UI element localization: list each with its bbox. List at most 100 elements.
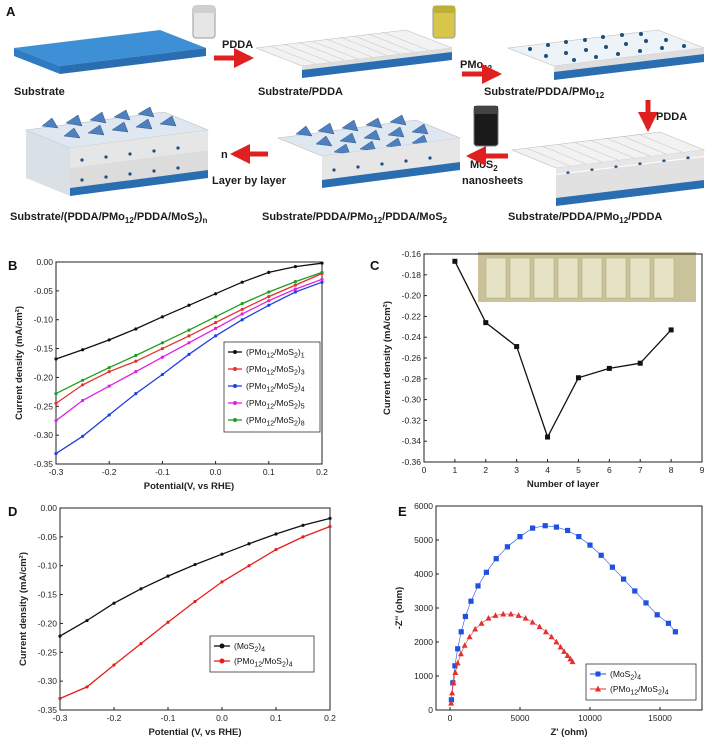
data-point: [320, 261, 324, 265]
data-point: [187, 328, 191, 332]
data-point: [632, 588, 638, 594]
data-point: [598, 552, 604, 558]
step-pmo12-label: PMo12: [460, 59, 493, 73]
label-substrate-5: Substrate/PDDA/PMo12/PDDA/MoS2: [262, 211, 448, 225]
y-tick-label: -0.15: [38, 590, 58, 600]
y-tick-label: -0.28: [402, 374, 422, 384]
x-tick-label: -0.3: [53, 713, 68, 723]
data-point: [81, 398, 85, 403]
x-tick-label: 6: [607, 465, 612, 475]
data-point: [134, 370, 138, 374]
data-point: [54, 391, 58, 396]
legend-item: (MoS2)4: [234, 641, 265, 654]
y-tick-label: -0.15: [34, 344, 54, 354]
y-tick-label: -0.20: [38, 618, 58, 628]
data-point: [654, 612, 660, 618]
data-point: [553, 524, 559, 530]
data-point: [575, 375, 581, 381]
data-point: [665, 620, 671, 626]
data-point: [462, 613, 468, 620]
data-point: [457, 650, 464, 657]
y-tick-label: -0.32: [402, 415, 422, 425]
x-tick-label: 10000: [578, 713, 602, 723]
plot-frame: [59, 507, 331, 711]
data-point: [542, 628, 549, 635]
data-point: [472, 625, 479, 632]
panel-label-d: D: [8, 504, 17, 519]
vial-pdda: [192, 5, 216, 39]
data-point: [569, 658, 576, 665]
vial-mos2: [473, 105, 499, 147]
legend-item: (PMo12/MoS2)1: [246, 347, 305, 360]
data-point: [160, 355, 164, 359]
legend-marker: [233, 367, 237, 371]
data-point: [643, 600, 649, 606]
substrate-pdda-pmo12: [507, 29, 705, 80]
data-point: [301, 523, 305, 527]
data-point: [267, 290, 271, 294]
data-point: [450, 679, 457, 686]
y-tick-label: -0.35: [34, 459, 54, 469]
legend-marker: [233, 401, 237, 405]
data-point: [529, 619, 536, 625]
legend-item: (PMo12/MoS2)3: [246, 364, 305, 377]
y-tick-label: -0.05: [38, 532, 58, 542]
y-tick-label: -0.18: [402, 270, 422, 280]
data-point: [485, 615, 492, 621]
data-point: [274, 547, 278, 552]
label-substrate-6: Substrate/(PDDA/PMo12/PDDA/MoS2)n: [10, 211, 207, 225]
data-point: [54, 357, 58, 361]
x-tick-label: 3: [514, 465, 519, 475]
x-tick-label: 4: [545, 465, 550, 475]
data-point: [187, 341, 191, 345]
x-tick-label: 1: [453, 465, 458, 475]
x-tick-label: -0.3: [49, 467, 64, 477]
data-point: [166, 574, 170, 578]
x-tick-label: 0.0: [216, 713, 228, 723]
y-axis-label: Current density (mA/cm²): [14, 306, 25, 420]
y-tick-label: -0.24: [402, 332, 422, 342]
x-tick-label: 15000: [648, 713, 672, 723]
legend-box: [585, 663, 697, 701]
x-tick-label: 0.2: [324, 713, 336, 723]
legend-marker: [233, 384, 237, 388]
x-tick-label: 0: [448, 713, 453, 723]
data-point: [293, 280, 297, 284]
vial-pmo12: [432, 5, 456, 39]
data-point: [267, 303, 271, 307]
y-tick-label: 0.00: [36, 257, 53, 267]
y-tick-label: -0.16: [402, 249, 422, 259]
y-tick-label: -0.26: [402, 353, 422, 363]
data-point: [193, 599, 197, 604]
data-point: [160, 346, 164, 351]
data-point: [293, 287, 297, 291]
data-point: [134, 391, 138, 396]
data-point: [240, 307, 244, 311]
legend-item: (MoS2)4: [610, 669, 641, 682]
data-point: [548, 633, 555, 640]
panel-label-a: A: [6, 4, 16, 19]
y-tick-label: -0.30: [402, 395, 422, 405]
x-tick-label: 0: [422, 465, 427, 475]
data-point: [107, 338, 111, 342]
legend-item: (PMo12/MoS2)4: [610, 684, 669, 697]
label-substrate-pdda-pmo12: Substrate/PDDA/PMo12: [484, 86, 605, 100]
data-point: [58, 696, 62, 701]
legend-marker: [233, 418, 237, 422]
panel-label-b: B: [8, 258, 17, 273]
x-axis-label: Potential(V, vs RHE): [144, 481, 234, 492]
y-tick-label: -0.10: [38, 561, 58, 571]
data-point: [466, 633, 473, 640]
data-point: [448, 700, 455, 706]
data-point: [672, 629, 678, 635]
data-point: [81, 383, 85, 387]
data-point: [293, 265, 297, 269]
data-point: [461, 642, 468, 648]
data-point: [54, 401, 58, 405]
y-tick-label: -0.20: [34, 372, 54, 382]
data-point: [81, 434, 85, 438]
y-tick-label: -0.36: [402, 457, 422, 467]
plot-frame: [55, 261, 323, 465]
data-point: [267, 295, 271, 299]
